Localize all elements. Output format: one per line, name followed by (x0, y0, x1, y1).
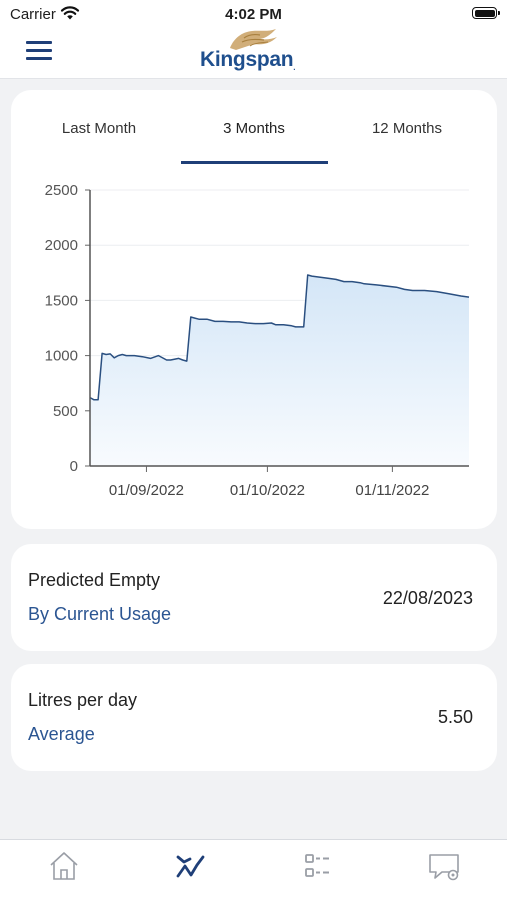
kingspan-logo: Kingspan. (198, 29, 308, 76)
battery-icon (472, 7, 500, 19)
litres-per-day-sublabel[interactable]: Average (28, 724, 95, 744)
bottom-tab-bar (0, 839, 507, 901)
selected-tab-indicator (181, 161, 328, 164)
usage-chart-card: Last Month 3 Months 12 Months 0 500 1000 15… (11, 90, 497, 529)
header-bar: Kingspan. (0, 29, 507, 79)
status-bar: Carrier 4:02 PM (0, 0, 507, 30)
predicted-empty-value: 22/08/2023 (382, 588, 473, 608)
trend-chart-icon (176, 855, 205, 878)
logo-lion-mark-icon (230, 29, 277, 50)
tank-level-chart: 0 500 1000 1500 2000 2500 01/09/2022 01/10/2022… (45, 182, 470, 499)
nav-support[interactable] (424, 848, 464, 884)
y-tick-label: 1500 (45, 292, 78, 309)
y-tick-label: 2500 (45, 182, 78, 199)
predicted-empty-card: Predicted Empty By Current Usage 22/08/2… (11, 544, 497, 651)
usage-area-fill (90, 275, 469, 466)
litres-per-day-label: Litres per day (28, 690, 138, 710)
carrier-label: Carrier (10, 6, 56, 23)
nav-home[interactable] (44, 848, 84, 884)
tab-last-month[interactable]: Last Month (61, 120, 137, 137)
x-tick-label: 01/10/2022 (230, 482, 305, 499)
y-tick-label: 500 (53, 403, 78, 420)
nav-usage[interactable] (170, 848, 210, 884)
status-time: 4:02 PM (225, 6, 282, 23)
period-tabs: Last Month 3 Months 12 Months (11, 90, 497, 166)
litres-per-day-card: Litres per day Average 5.50 (11, 664, 497, 771)
nav-list[interactable] (297, 848, 337, 884)
y-tick-label: 1000 (45, 348, 78, 365)
home-icon (50, 852, 78, 880)
x-tick-label: 01/09/2022 (109, 482, 184, 499)
chat-settings-icon (429, 854, 459, 881)
list-icon (305, 854, 329, 877)
y-tick-label: 0 (70, 458, 78, 475)
litres-per-day-value: 5.50 (437, 707, 473, 727)
usage-series-line (89, 274, 470, 401)
y-tick-label: 2000 (45, 237, 78, 254)
predicted-empty-sublabel[interactable]: By Current Usage (28, 604, 172, 624)
wifi-icon (60, 6, 80, 20)
x-tick-label: 01/11/2022 (355, 482, 429, 499)
hamburger-menu-icon[interactable] (26, 41, 52, 61)
tab-3-months[interactable]: 3 Months (223, 120, 285, 137)
logo-wordmark: Kingspan. (200, 48, 296, 72)
tab-12-months[interactable]: 12 Months (371, 120, 443, 137)
predicted-empty-label: Predicted Empty (28, 570, 161, 590)
